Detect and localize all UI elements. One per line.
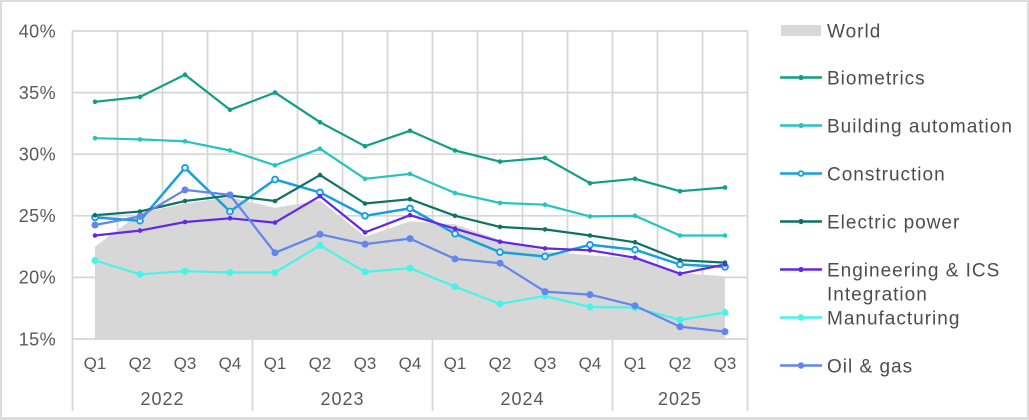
svg-text:Q2: Q2 [669,354,692,373]
svg-text:Biometrics: Biometrics [827,69,926,90]
svg-text:Q1: Q1 [444,354,467,373]
svg-text:Q1: Q1 [624,354,647,373]
svg-text:40%: 40% [19,21,56,41]
svg-text:35%: 35% [19,83,56,103]
svg-text:Electric power: Electric power [827,213,960,234]
svg-text:25%: 25% [19,206,56,226]
svg-text:2023: 2023 [320,389,364,409]
svg-text:Q3: Q3 [354,354,377,373]
svg-text:Q4: Q4 [579,354,602,373]
svg-text:Q4: Q4 [399,354,422,373]
svg-text:Q1: Q1 [84,354,107,373]
svg-text:Building automation: Building automation [827,117,1013,138]
svg-text:Q2: Q2 [309,354,332,373]
svg-text:2025: 2025 [658,389,702,409]
svg-text:2022: 2022 [140,389,184,409]
svg-text:Q3: Q3 [174,354,197,373]
svg-text:Q3: Q3 [534,354,557,373]
svg-text:World: World [827,22,881,43]
svg-text:Integration: Integration [827,285,928,306]
svg-text:Q2: Q2 [489,354,512,373]
svg-text:Q1: Q1 [264,354,287,373]
svg-text:Q3: Q3 [714,354,737,373]
svg-text:Oil & gas: Oil & gas [827,357,913,378]
svg-text:20%: 20% [19,268,56,288]
svg-text:Manufacturing: Manufacturing [827,309,960,330]
svg-text:15%: 15% [19,329,56,349]
svg-text:Q4: Q4 [219,354,242,373]
svg-text:30%: 30% [19,145,56,165]
svg-text:Q2: Q2 [129,354,152,373]
svg-text:2024: 2024 [500,389,544,409]
svg-text:Construction: Construction [827,165,946,186]
svg-text:Engineering & ICS: Engineering & ICS [827,261,1000,282]
